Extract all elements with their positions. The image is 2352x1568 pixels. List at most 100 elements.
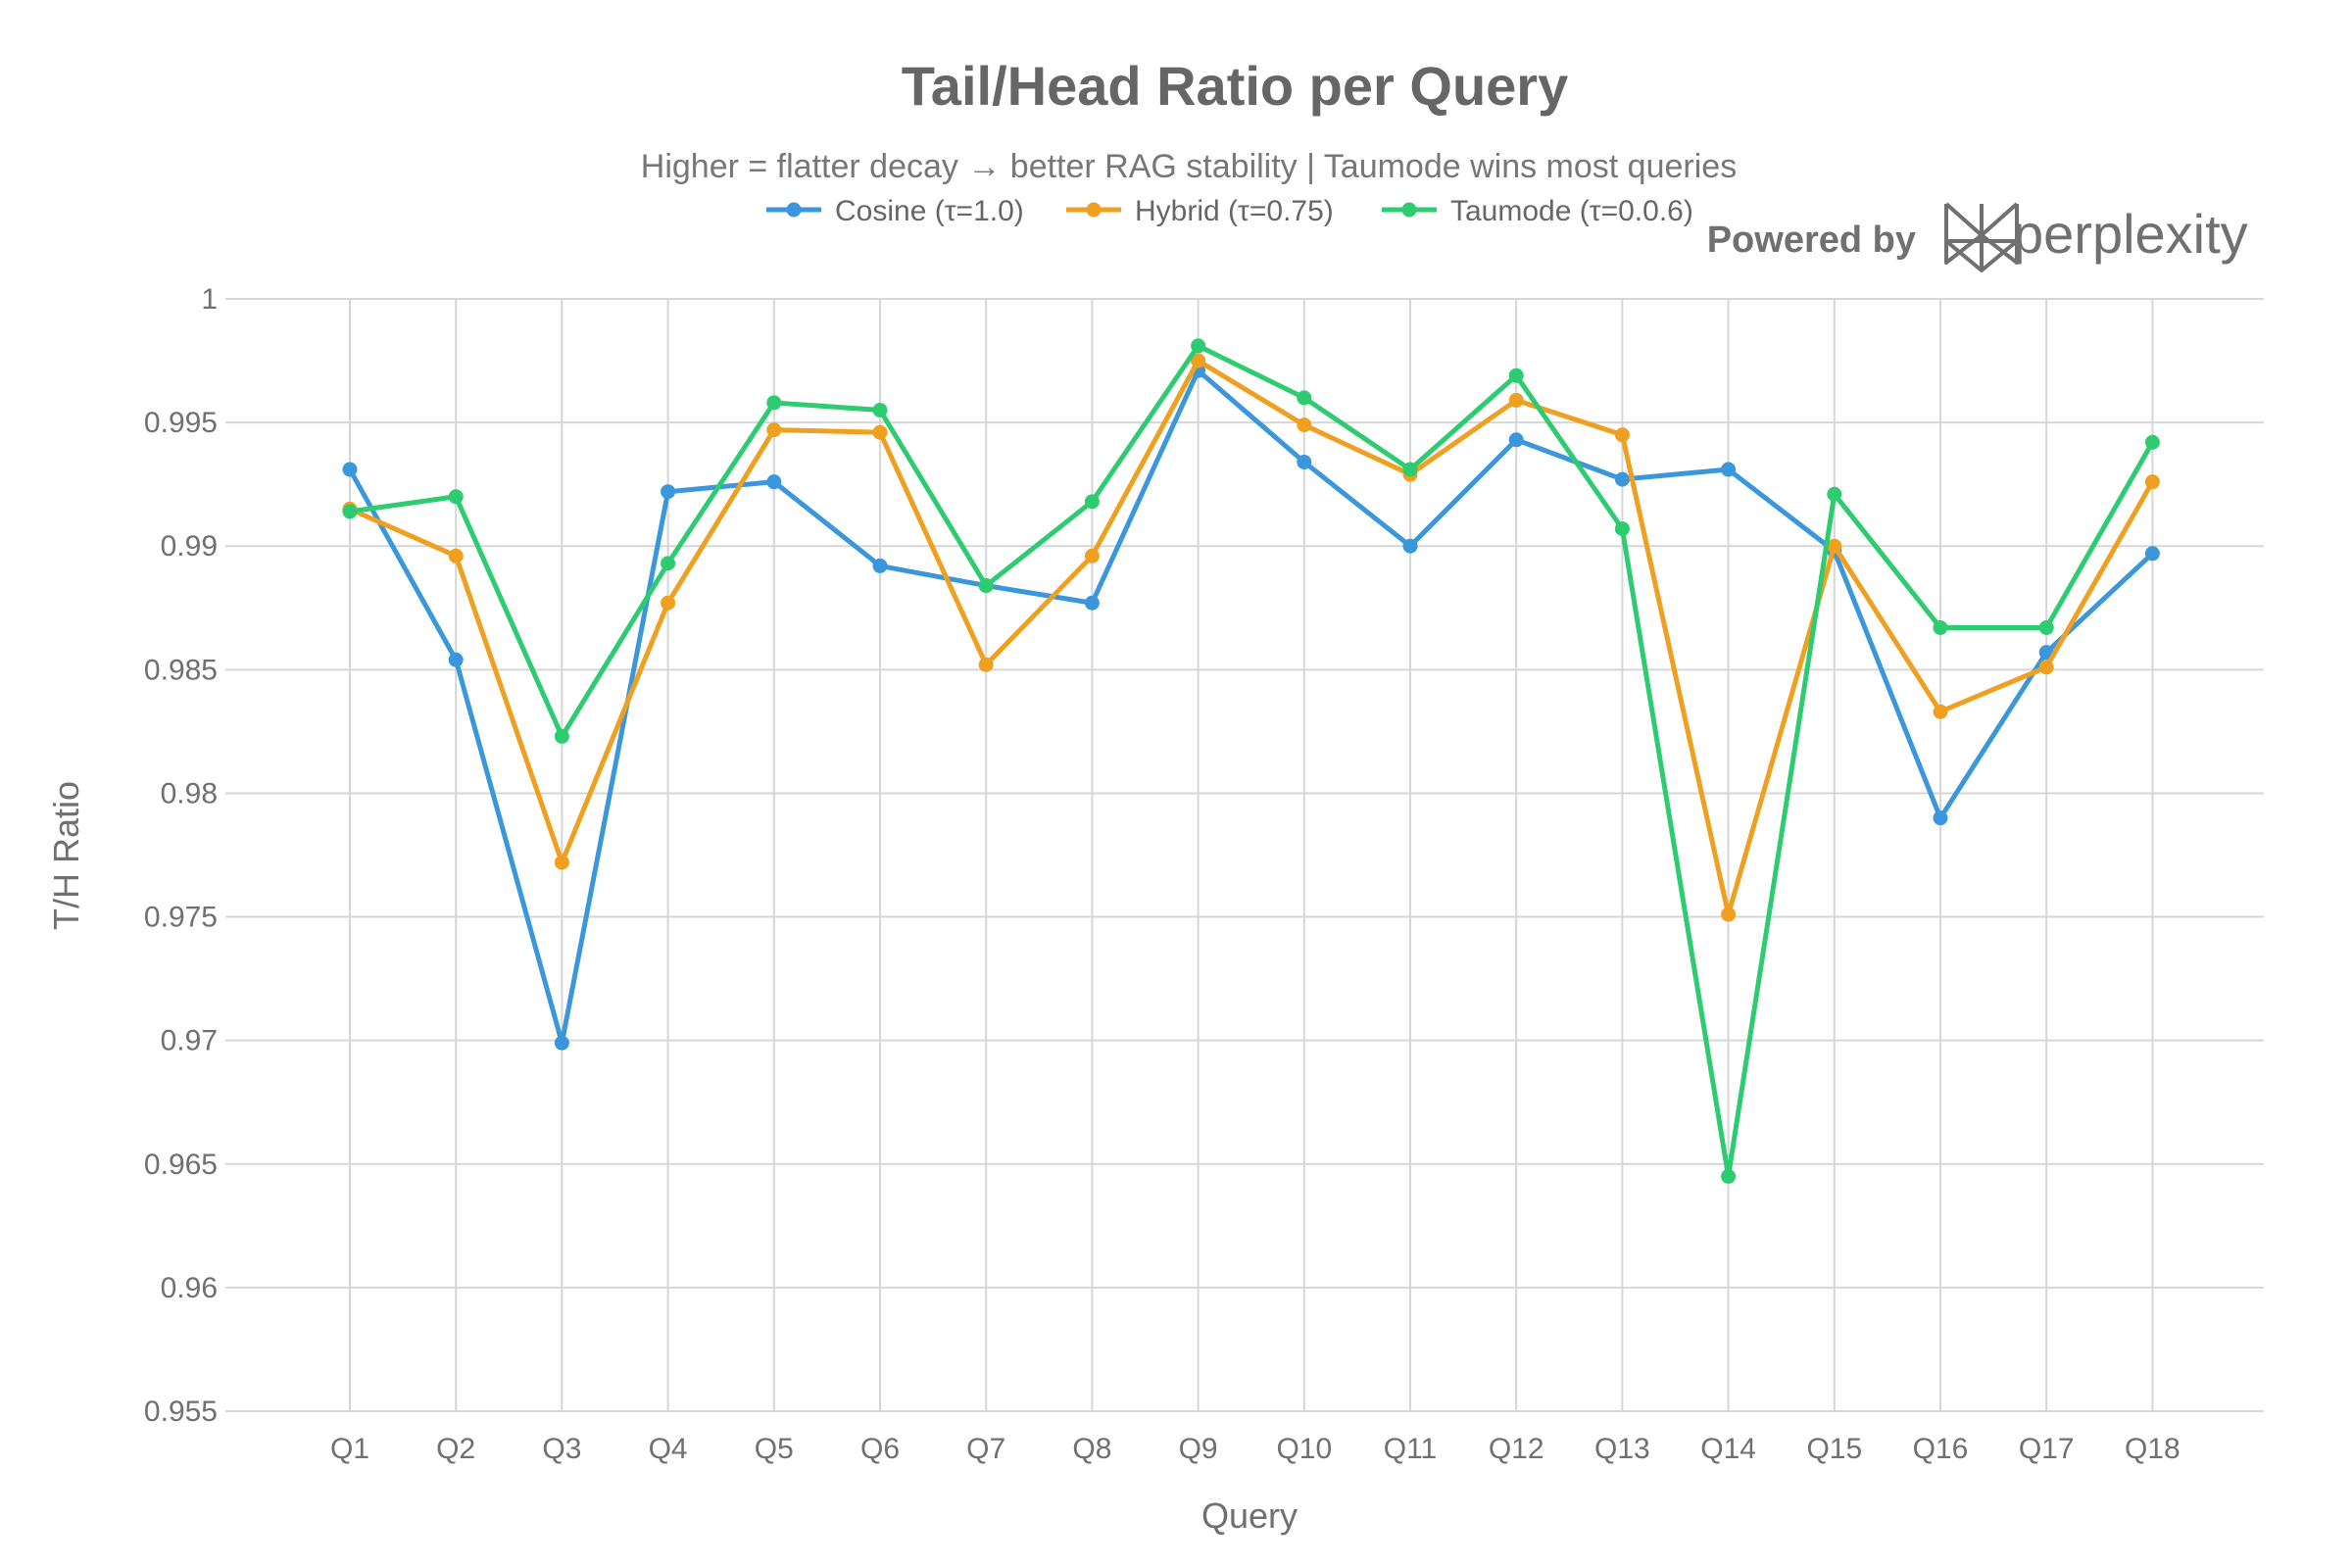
data-point[interactable] (1933, 619, 1948, 635)
grid (225, 298, 2264, 1412)
legend-swatch-marker (1086, 202, 1102, 218)
legend-item[interactable]: Hybrid (τ=0.75) (1066, 195, 1334, 227)
data-point[interactable] (1191, 338, 1206, 354)
series-1 (342, 363, 2160, 1051)
x-tick-label: Q13 (1594, 1433, 1650, 1465)
series-2 (342, 353, 2160, 922)
data-point[interactable] (1084, 494, 1100, 510)
x-tick-label: Q11 (1384, 1433, 1437, 1465)
x-axis-ticks: Q1 Q2 Q3 Q4 Q5 Q6 Q7 Q8 Q9 Q10 Q11 Q12 Q13 Q14 Q15 Q16 Q… (330, 1433, 2180, 1465)
data-point[interactable] (554, 855, 569, 870)
x-tick-label: Q5 (755, 1433, 794, 1465)
data-point[interactable] (766, 474, 782, 490)
data-point[interactable] (1614, 471, 1630, 487)
x-tick-label: Q3 (542, 1433, 581, 1465)
series-line (349, 343, 2155, 1179)
y-axis-ticks: 0.955 0.96 0.965 0.97 0.975 0.98 0.985 0.99 0.99… (144, 283, 218, 1428)
y-axis-title: T/H Ratio (46, 781, 86, 930)
x-tick-label: Q16 (1913, 1433, 1969, 1465)
data-point[interactable] (1297, 390, 1312, 406)
data-point[interactable] (1508, 432, 1524, 448)
data-point[interactable] (872, 403, 888, 417)
chart-subtitle: Higher = flatter decay → better RAG stab… (641, 148, 1737, 185)
data-point[interactable] (1297, 417, 1312, 433)
data-point[interactable] (342, 504, 358, 519)
data-point[interactable] (1297, 454, 1312, 469)
series-line (347, 368, 2155, 1046)
data-point[interactable] (872, 424, 888, 440)
data-point[interactable] (2144, 474, 2160, 490)
data-point[interactable] (1933, 810, 1948, 826)
legend-item[interactable]: Taumode (τ=0.0.6) (1382, 195, 1693, 227)
perplexity-wordmark: perplexity (2013, 203, 2248, 265)
data-point[interactable] (1191, 353, 1206, 368)
data-point[interactable] (1721, 906, 1737, 922)
data-point[interactable] (766, 422, 782, 438)
data-point[interactable] (1933, 704, 1948, 719)
data-point[interactable] (1084, 548, 1100, 564)
data-point[interactable] (978, 578, 994, 594)
data-point[interactable] (1614, 427, 1630, 443)
legend-label: Hybrid (τ=0.75) (1135, 195, 1334, 227)
data-point[interactable] (448, 548, 464, 564)
data-point[interactable] (2144, 546, 2160, 562)
series-3 (342, 338, 2160, 1184)
powered-by-text: Powered by (1707, 220, 1916, 261)
data-point[interactable] (766, 395, 782, 411)
data-point[interactable] (1721, 462, 1737, 477)
data-point[interactable] (448, 489, 464, 505)
data-point[interactable] (1084, 595, 1100, 611)
data-point[interactable] (1508, 368, 1524, 383)
x-tick-label: Q15 (1806, 1433, 1862, 1465)
x-tick-label: Q9 (1179, 1433, 1218, 1465)
data-point[interactable] (554, 1035, 569, 1051)
data-point[interactable] (1402, 538, 1418, 554)
data-point[interactable] (661, 595, 676, 611)
y-tick-label: 0.975 (144, 902, 218, 934)
data-point[interactable] (1827, 538, 1842, 554)
x-tick-label: Q10 (1276, 1433, 1332, 1465)
data-point[interactable] (1508, 392, 1524, 408)
y-tick-label: 0.965 (144, 1149, 218, 1181)
x-tick-label: Q2 (436, 1433, 475, 1465)
data-point[interactable] (554, 728, 569, 744)
legend-swatch-marker (786, 202, 802, 218)
data-point[interactable] (661, 484, 676, 500)
data-point[interactable] (1721, 1168, 1737, 1184)
y-tick-label: 0.995 (144, 407, 218, 439)
legend-label: Taumode (τ=0.0.6) (1450, 195, 1693, 227)
x-tick-label: Q18 (2125, 1433, 2180, 1465)
branding: Powered by perplexity (1707, 202, 2248, 272)
data-point[interactable] (2144, 434, 2160, 450)
data-point[interactable] (1402, 462, 1418, 477)
x-tick-label: Q14 (1700, 1433, 1756, 1465)
data-point[interactable] (978, 657, 994, 672)
x-axis-title: Query (1201, 1495, 1298, 1536)
x-tick-label: Q8 (1072, 1433, 1111, 1465)
chart-title: Tail/Head Ratio per Query (902, 55, 1568, 117)
data-point[interactable] (661, 556, 676, 571)
series-group (342, 338, 2160, 1184)
y-tick-label: 0.98 (161, 777, 218, 809)
legend-label: Cosine (τ=1.0) (835, 195, 1024, 227)
y-tick-label: 0.955 (144, 1396, 218, 1428)
y-tick-label: 0.985 (144, 654, 218, 686)
x-tick-label: Q17 (2019, 1433, 2075, 1465)
y-tick-label: 1 (201, 283, 218, 316)
y-tick-label: 0.96 (161, 1272, 218, 1304)
data-point[interactable] (1614, 521, 1630, 537)
x-tick-label: Q4 (649, 1433, 688, 1465)
y-tick-label: 0.97 (161, 1025, 218, 1057)
data-point[interactable] (1827, 486, 1842, 502)
data-point[interactable] (448, 652, 464, 667)
data-point[interactable] (872, 558, 888, 573)
legend-item[interactable]: Cosine (τ=1.0) (766, 195, 1024, 227)
data-point[interactable] (2038, 619, 2054, 635)
x-tick-label: Q7 (966, 1433, 1005, 1465)
x-tick-label: Q12 (1489, 1433, 1544, 1465)
data-point[interactable] (2038, 660, 2054, 675)
x-tick-label: Q1 (330, 1433, 369, 1465)
data-point[interactable] (342, 462, 358, 477)
